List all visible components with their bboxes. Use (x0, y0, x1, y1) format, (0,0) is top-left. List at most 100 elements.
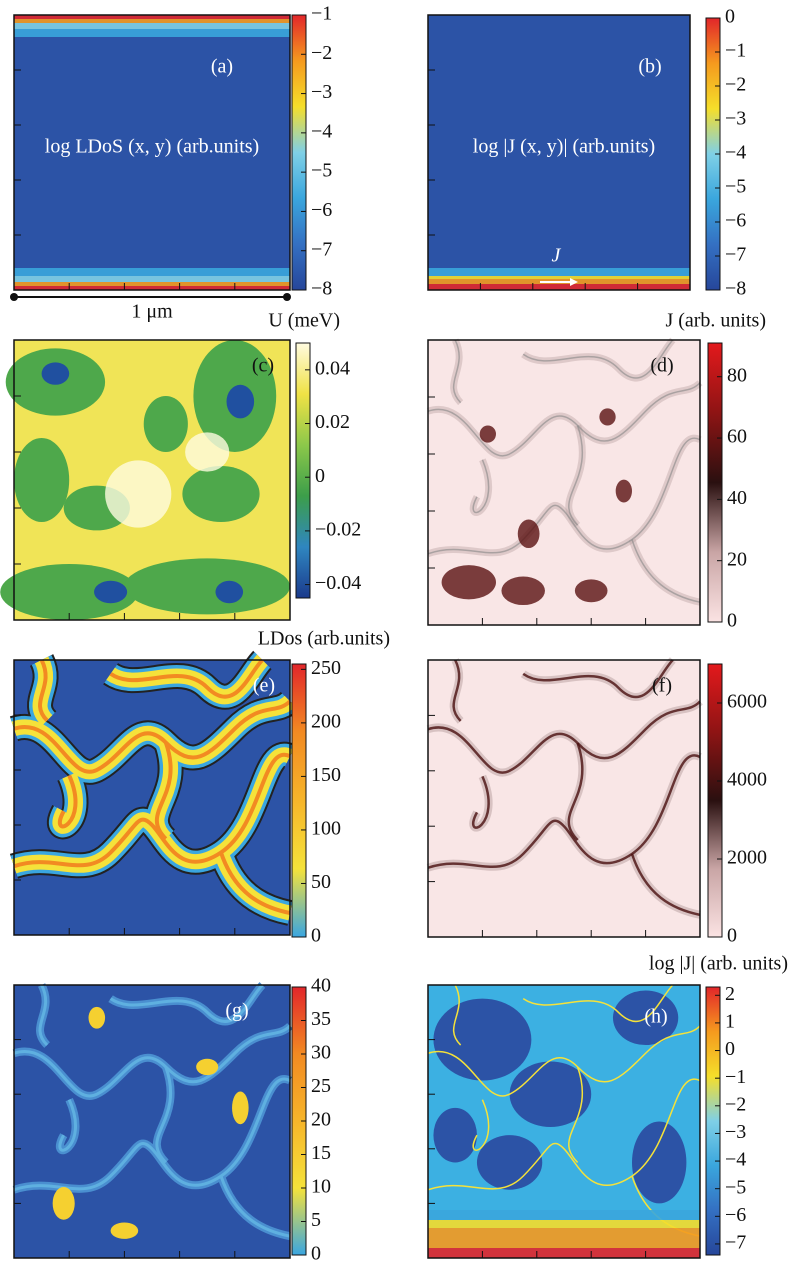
colorbar (291, 663, 307, 938)
network-path (473, 776, 488, 827)
network-path (523, 660, 673, 697)
colorbar-tick-label: 0 (315, 465, 325, 487)
network-path (632, 540, 700, 603)
colorbar-tick-label: −4 (725, 142, 746, 164)
blob (215, 580, 244, 604)
panel-label: (g) (225, 1000, 248, 1022)
blob (143, 396, 188, 452)
panel-label: (c) (252, 355, 274, 377)
colorbar-tick-label: 20 (727, 548, 747, 570)
colorbar-tick-label: −2 (311, 42, 332, 64)
panel-label: (a) (211, 56, 233, 78)
colorbar-tick-label: 2000 (727, 847, 767, 869)
network-path (40, 660, 47, 721)
blob (94, 580, 128, 604)
network-path (60, 776, 76, 827)
plot-frame (13, 14, 291, 291)
network-path (14, 1026, 290, 1096)
colorbar-tick-label: 60 (727, 426, 747, 448)
edge (428, 1248, 700, 1258)
colorbar-tick-label: 0.04 (315, 357, 350, 379)
blob (185, 432, 230, 472)
edge (428, 1210, 700, 1220)
current-arrowhead (570, 278, 578, 286)
colorbar-tick-label: 6000 (727, 691, 767, 713)
edge (428, 1228, 700, 1248)
blob (232, 1091, 249, 1125)
blob (41, 362, 70, 385)
colorbar-tick-label: −2 (725, 74, 746, 96)
edge (14, 29, 290, 37)
network-path (428, 383, 700, 456)
edge (14, 19, 290, 23)
map (14, 15, 290, 290)
blob (110, 1222, 139, 1239)
panel: (d) 80 60 40 20 0 J (arb. units) (428, 310, 766, 632)
plot-frame (427, 659, 701, 938)
panel: (a) log LDoS (x, y) (arb.units) 1 μm −1 −2 −3… (10, 3, 332, 323)
panel: (h) 2 1 0 −1 −2 −3 −4 −5 −6 −7 log |J| (arb. units) (428, 953, 788, 1258)
network-path (454, 985, 461, 1045)
panel-label: (h) (644, 1006, 667, 1028)
edge (428, 284, 690, 290)
network-path (454, 340, 461, 403)
network-path (111, 660, 263, 697)
colorbar-tick-label: −0.04 (315, 572, 361, 594)
white-strip (690, 15, 700, 290)
network-path (473, 1100, 488, 1151)
blob (226, 384, 255, 419)
network-path (111, 985, 263, 1021)
colorbar-tick-label: −3 (311, 81, 332, 103)
edge (14, 15, 290, 19)
blob (182, 466, 260, 522)
panel: (g) 40 35 30 25 20 15 10 5 0 (14, 975, 331, 1265)
network-path (569, 1067, 583, 1163)
network-path (14, 701, 290, 772)
colorbar-tick-label: 0 (725, 1038, 735, 1060)
colorbar-tick-label: 20 (311, 1109, 331, 1131)
scale-dot (283, 293, 291, 301)
network-path (221, 1176, 290, 1236)
colorbar (707, 663, 723, 938)
colorbar-tick-label: 80 (727, 364, 747, 386)
scale-dot (10, 293, 18, 301)
network-path (473, 460, 488, 513)
map (428, 15, 690, 290)
colorbar-tick-label: −5 (725, 176, 746, 198)
colorbar-tick-label: −6 (311, 199, 332, 221)
colorbar (707, 342, 723, 623)
network-path (569, 743, 583, 840)
colorbar-tick-label: 25 (311, 1075, 331, 1097)
colorbar-tick-label: −3 (725, 1121, 746, 1143)
colorbar-tick-label: 30 (311, 1042, 331, 1064)
edge (428, 268, 690, 276)
network-path (428, 1079, 700, 1190)
colorbar-tick-label: 1 (725, 1011, 735, 1033)
plot-frame (427, 339, 701, 626)
colorbar-tick-label: 2 (725, 983, 735, 1005)
colorbar (705, 986, 721, 1256)
colorbar-tick-label: 40 (311, 975, 331, 997)
blob (632, 1121, 687, 1204)
blob (88, 1006, 106, 1029)
network-path (454, 660, 461, 721)
colorbar-tick-label: −7 (311, 238, 332, 260)
colorbar-tick-label: −6 (725, 1204, 746, 1226)
blob (105, 460, 172, 528)
colorbar-tick-label: 0 (727, 610, 737, 632)
blob (441, 565, 496, 600)
colorbar-tick-label: 35 (311, 1008, 331, 1030)
colorbar-tick-label: −8 (311, 278, 332, 300)
colorbar (291, 14, 307, 291)
colorbar-tick-label: 0.02 (315, 411, 350, 433)
network-path (14, 755, 290, 867)
blob (615, 479, 633, 503)
edge (428, 276, 690, 279)
edge (14, 282, 290, 286)
colorbar-tick-label: 150 (311, 764, 341, 786)
plot-frame (427, 14, 691, 291)
blob (599, 408, 616, 426)
blob (433, 998, 532, 1081)
plot-frame (427, 984, 701, 1259)
network-path (428, 702, 700, 773)
